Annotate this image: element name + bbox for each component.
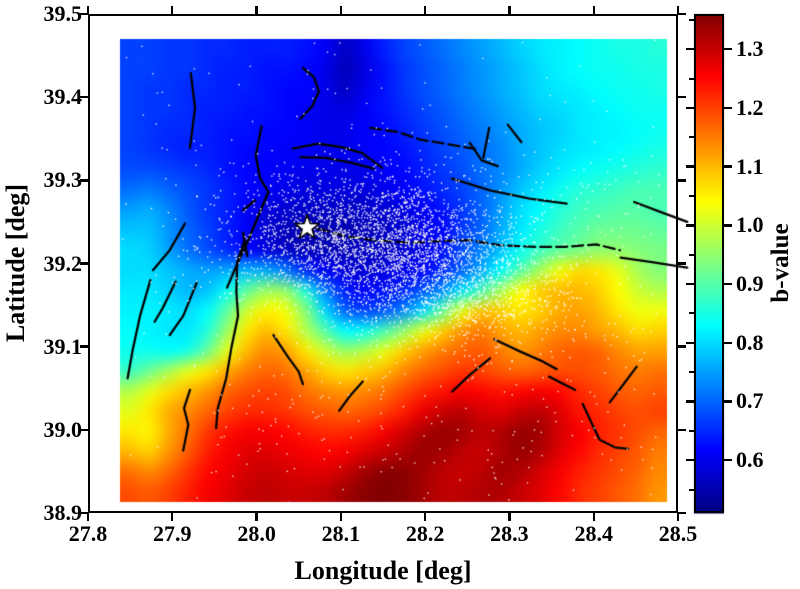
x-tick-mark-top <box>255 6 258 14</box>
x-tick-mark-top <box>592 6 595 14</box>
y-tick-mark <box>80 511 88 515</box>
colorbar-tick-mark-left <box>686 106 694 110</box>
x-tick-label: 27.9 <box>153 521 192 546</box>
colorbar-minor-tick <box>689 253 694 256</box>
y-tick-mark <box>80 345 88 348</box>
colorbar-tick-mark-left <box>686 400 694 403</box>
y-tick-mark-right <box>678 428 686 432</box>
mainshock-star-marker <box>294 215 320 241</box>
colorbar-minor-tick <box>689 18 694 21</box>
y-tick-label: 38.9 <box>43 500 83 525</box>
colorbar-minor-tick <box>689 77 694 80</box>
colorbar-tick-mark <box>724 48 732 51</box>
colorbar-tick-mark-left <box>686 165 694 168</box>
colorbar-tick-label: 1.2 <box>736 94 764 120</box>
x-tick-label: 28.1 <box>321 521 361 546</box>
x-tick-mark-top <box>86 6 90 14</box>
y-axis-title: Latitude [deg] <box>1 183 30 343</box>
x-tick-mark <box>86 513 90 521</box>
y-tick-label: 39.3 <box>43 167 83 193</box>
colorbar-tick-label: 0.9 <box>736 271 764 297</box>
colorbar-tick-mark <box>724 282 732 286</box>
colorbar-tick-mark-left <box>686 458 694 462</box>
x-tick-label: 28.5 <box>658 521 698 546</box>
x-tick-mark-top <box>508 6 511 14</box>
x-axis-title: Longitude [deg] <box>294 556 472 585</box>
x-tick-mark <box>592 513 595 521</box>
y-tick-label: 39.0 <box>43 416 83 442</box>
x-tick-mark <box>676 513 680 521</box>
x-tick-mark-top <box>171 6 174 14</box>
colorbar-tick-mark <box>724 106 732 110</box>
x-tick-mark <box>423 513 427 521</box>
y-tick-mark <box>80 179 88 182</box>
y-tick-mark <box>80 262 88 265</box>
x-tick-label: 28.3 <box>490 521 529 546</box>
x-tick-label: 28.4 <box>574 521 613 546</box>
x-tick-mark <box>171 513 174 521</box>
y-tick-mark-right <box>678 262 686 265</box>
colorbar-tick-label: 0.7 <box>736 388 764 414</box>
colorbar-minor-tick <box>689 429 694 432</box>
colorbar-tick-mark-left <box>686 48 694 51</box>
colorbar-title: b-value <box>767 223 794 303</box>
colorbar-tick-mark-left <box>686 282 694 286</box>
y-tick-mark-right <box>678 511 686 515</box>
x-tick-label: 28.2 <box>405 521 445 546</box>
colorbar-minor-tick <box>689 488 694 491</box>
y-tick-label: 39.5 <box>43 1 83 26</box>
colorbar-tick-mark <box>724 224 732 227</box>
colorbar-tick-label: 1.0 <box>736 212 764 238</box>
y-tick-mark-right <box>678 12 686 16</box>
y-tick-label: 39.4 <box>43 84 83 110</box>
y-tick-mark-right <box>678 95 686 99</box>
x-tick-mark-top <box>423 6 427 14</box>
colorbar-tick-label: 1.3 <box>736 36 764 62</box>
y-tick-mark-right <box>678 345 686 348</box>
x-tick-mark <box>255 513 258 521</box>
x-tick-mark-top <box>676 6 680 14</box>
colorbar-tick-label: 1.1 <box>736 153 764 179</box>
x-tick-mark-top <box>339 6 343 14</box>
y-tick-mark <box>80 428 88 432</box>
colorbar-tick-mark <box>724 165 732 168</box>
colorbar-minor-tick <box>689 312 694 315</box>
colorbar-tick-mark-left <box>686 224 694 227</box>
x-tick-mark <box>508 513 511 521</box>
y-tick-mark <box>80 12 88 16</box>
y-tick-mark-right <box>678 179 686 182</box>
colorbar-minor-tick <box>689 194 694 197</box>
colorbar-tick-mark <box>724 341 732 344</box>
colorbar-tick-label: 0.8 <box>736 329 764 355</box>
colorbar-tick-mark-left <box>686 341 694 344</box>
colorbar-tick-mark <box>724 458 732 462</box>
x-tick-mark <box>339 513 343 521</box>
colorbar-tick-label: 0.6 <box>736 447 764 473</box>
colorbar-minor-tick <box>689 136 694 139</box>
colorbar-tick-mark <box>724 400 732 403</box>
y-tick-label: 39.2 <box>43 250 83 276</box>
y-tick-mark <box>80 95 88 99</box>
x-tick-label: 27.8 <box>68 521 108 546</box>
x-tick-label: 28.0 <box>237 521 276 546</box>
y-tick-label: 39.1 <box>43 333 83 359</box>
colorbar-minor-tick <box>689 371 694 374</box>
